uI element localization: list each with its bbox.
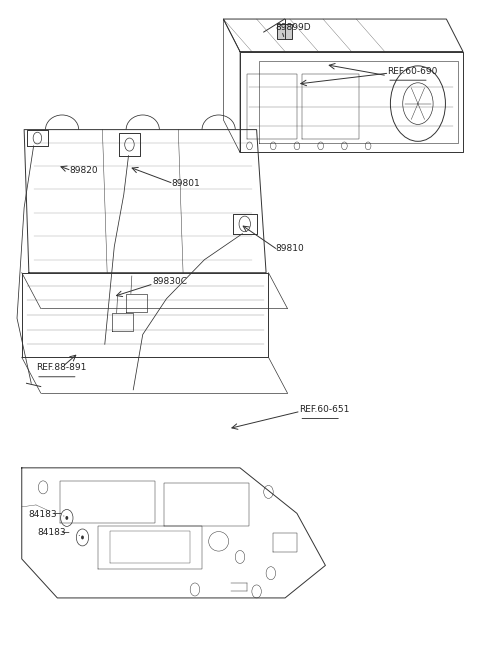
Text: 89820: 89820 <box>69 166 98 175</box>
Bar <box>277 24 292 39</box>
Circle shape <box>65 516 68 520</box>
Text: REF.88-891: REF.88-891 <box>36 363 86 372</box>
Text: 89801: 89801 <box>171 179 200 188</box>
Text: REF.60-690: REF.60-690 <box>387 67 437 75</box>
Text: 89810: 89810 <box>276 244 304 253</box>
Text: 89899D: 89899D <box>276 23 311 32</box>
Text: —: — <box>61 529 69 537</box>
Text: 84183: 84183 <box>29 510 58 519</box>
Text: —: — <box>54 510 61 519</box>
Text: 89830C: 89830C <box>152 277 187 286</box>
Circle shape <box>81 535 84 539</box>
Text: REF.60-651: REF.60-651 <box>300 405 350 414</box>
Text: 84183: 84183 <box>37 529 66 537</box>
